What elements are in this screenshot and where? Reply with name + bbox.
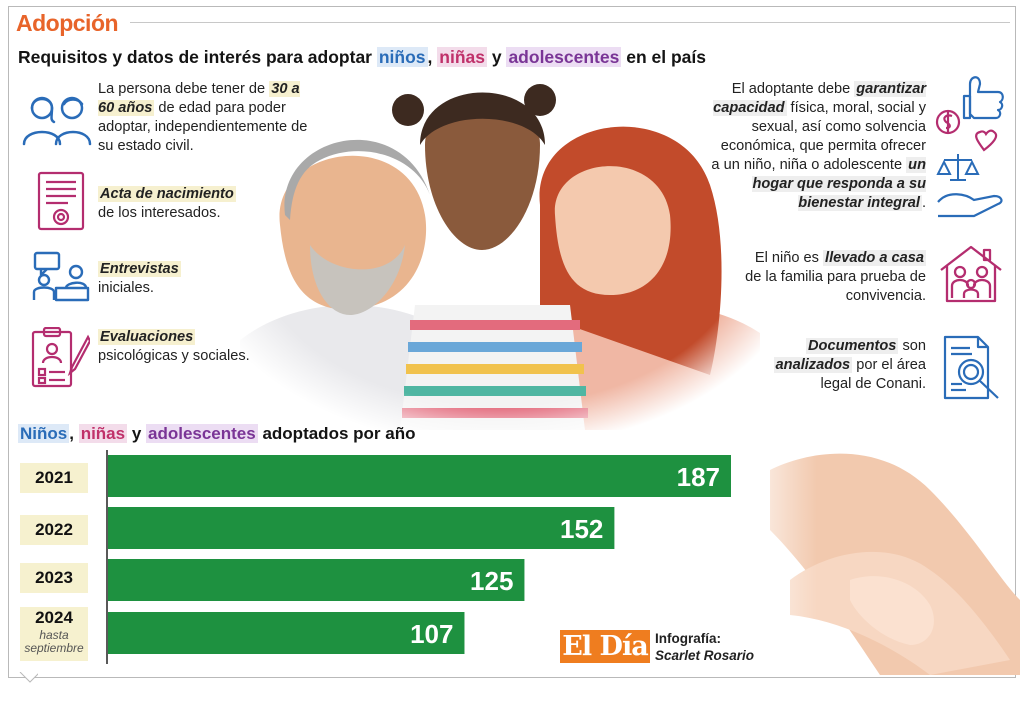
bar-value-label-2021: 187 (677, 462, 720, 492)
brand-logo: El Día (560, 630, 650, 663)
requirement-age: La persona debe tener de 30 a 60 años de… (98, 81, 308, 154)
infographic-frame (8, 6, 1016, 678)
requirement-guarantee: El adoptante debe garantizar capacidad f… (711, 81, 926, 211)
evaluation-clipboard-icon (31, 327, 90, 388)
callout-pointer (19, 672, 38, 683)
holding-hands-photo (730, 430, 1020, 675)
category-2023: 2023 (20, 563, 88, 593)
interview-icon (32, 251, 90, 302)
requirement-documents: Documentos son analizados por el área le… (773, 338, 926, 392)
thumbs-money-heart-scale-hand-icon (935, 76, 1004, 218)
requirement-evaluations: Evaluaciones psicológicas y sociales. (98, 329, 250, 364)
requirement-interviews: Entrevistas iniciales. (98, 261, 181, 296)
couple-icon (22, 96, 92, 146)
requirement-birth-certificate: Acta de nacimiento de los interesados. (98, 186, 236, 221)
chart-title: Niños, niñas y adolescentes adoptados po… (18, 424, 416, 443)
kicker-rule (130, 22, 1010, 23)
birth-certificate-icon (37, 171, 85, 231)
bar-2023 (108, 559, 525, 601)
infographic-subtitle: Requisitos y datos de interés para adopt… (18, 47, 706, 67)
family-house-icon (940, 245, 1002, 303)
category-2024-note: hasta septiembre (24, 628, 84, 655)
bar-2022 (108, 507, 615, 549)
document-review-icon (943, 335, 999, 400)
bar-value-label-2024: 107 (410, 619, 453, 649)
family-photo (240, 75, 760, 430)
bar-2021 (108, 455, 731, 497)
bar-2024 (108, 612, 465, 654)
category-2021: 2021 (20, 463, 88, 493)
category-2022: 2022 (20, 515, 88, 545)
category-2024: 2024 hasta septiembre (20, 607, 88, 661)
section-kicker: Adopción (16, 10, 119, 36)
credit: Infografía: Scarlet Rosario (655, 631, 755, 663)
requirement-home-trial: El niño es llevado a casa de la familia … (745, 250, 926, 304)
bar-value-label-2022: 152 (560, 514, 603, 544)
bar-value-label-2023: 125 (470, 566, 513, 596)
adoptions-bar-chart: 187 152 125 107 (106, 450, 731, 664)
